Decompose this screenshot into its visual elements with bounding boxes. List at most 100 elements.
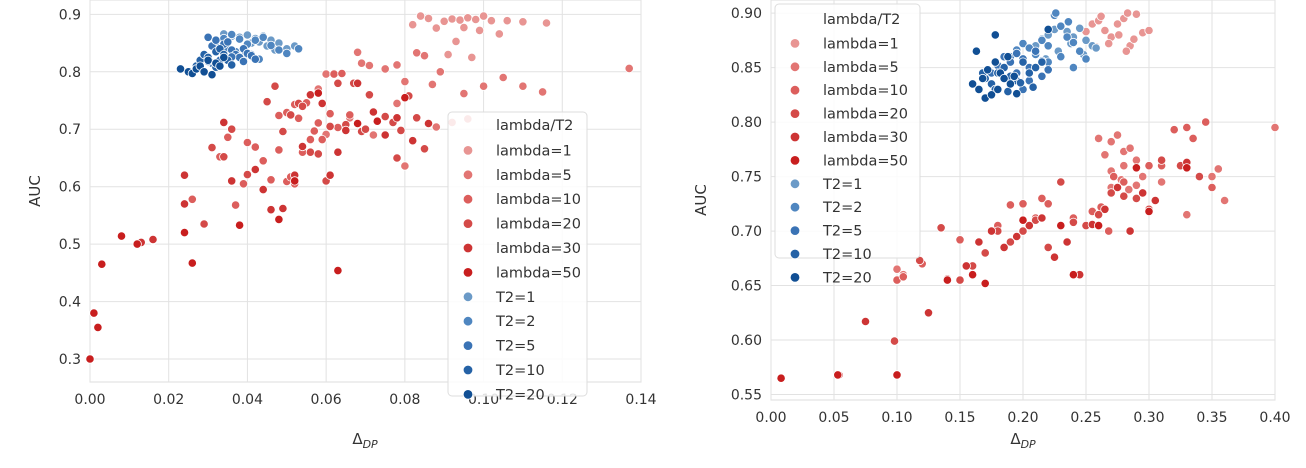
- left-y-tick-label: 0.3: [59, 352, 81, 368]
- left-point-lambda-20: [286, 110, 296, 120]
- right-point-lambda-1: [1114, 30, 1124, 40]
- left-point-lambda-5: [364, 60, 374, 71]
- left-point-t2-5: [238, 56, 249, 67]
- right-point-lambda-5: [1094, 133, 1104, 143]
- left-point-lambda-50: [333, 265, 343, 276]
- left-point-lambda-20: [396, 125, 406, 135]
- left-point-lambda-10: [238, 179, 249, 189]
- right-point-lambda-20: [1094, 210, 1104, 220]
- right-point-t2-20: [986, 90, 997, 100]
- right-legend-marker: [789, 201, 801, 213]
- right-x-tick-label: 0.25: [1070, 410, 1101, 426]
- right-point-lambda-5: [892, 264, 902, 274]
- left-point-lambda-30: [325, 170, 335, 180]
- left-point-lambda-20: [242, 170, 252, 180]
- right-point-lambda-5: [1270, 122, 1280, 133]
- right-legend-marker: [789, 38, 801, 49]
- right-point-lambda-1: [1131, 9, 1142, 19]
- left-y-tick-label: 0.9: [59, 7, 81, 23]
- left-point-lambda-30: [266, 205, 276, 215]
- left-point-lambda-5: [392, 98, 402, 109]
- right-point-t2-2: [1068, 37, 1079, 48]
- right-point-lambda-20: [980, 248, 990, 258]
- left-y-axis-label: AUC: [26, 175, 44, 207]
- right-point-lambda-10: [1043, 199, 1053, 209]
- right-point-lambda-5: [1119, 161, 1129, 171]
- right-point-t2-10: [1037, 57, 1047, 67]
- left-point-lambda-30: [148, 234, 158, 245]
- right-point-lambda-10: [1144, 161, 1154, 171]
- left-point-t2-20: [203, 55, 213, 65]
- left-point-lambda-50: [187, 258, 197, 268]
- right-point-t2-1: [1075, 23, 1085, 33]
- right-point-lambda-50: [980, 278, 990, 288]
- left-point-lambda-1: [471, 14, 481, 25]
- left-legend-marker: [462, 316, 474, 327]
- right-point-lambda-5: [1182, 210, 1192, 220]
- left-legend-label: T2=5: [495, 339, 535, 355]
- right-point-t2-2: [1063, 17, 1074, 27]
- right-point-t2-20: [971, 46, 982, 56]
- left-point-lambda-30: [258, 185, 268, 195]
- left-x-tick-label: 0.04: [232, 392, 263, 408]
- left-point-lambda-1: [423, 13, 434, 23]
- left-point-t2-20: [199, 67, 209, 77]
- left-point-lambda-20: [412, 113, 422, 123]
- left-point-lambda-1: [467, 52, 477, 63]
- left-point-lambda-10: [329, 69, 339, 79]
- right-x-tick-label: 0.10: [881, 410, 912, 426]
- left-point-lambda-10: [333, 122, 343, 133]
- left-x-tick-label: 0.06: [311, 392, 342, 408]
- right-legend-marker: [789, 272, 801, 283]
- right-point-lambda-30: [999, 242, 1009, 252]
- right-point-t2-10: [1024, 68, 1034, 78]
- right-point-lambda-50: [1018, 215, 1028, 225]
- left-legend-marker: [462, 389, 474, 400]
- left-legend-marker: [462, 145, 474, 156]
- left-x-axis-label: ΔDP: [352, 430, 378, 451]
- right-point-lambda-5: [1112, 130, 1123, 140]
- left-point-lambda-30: [341, 125, 351, 135]
- left-point-lambda-1: [459, 23, 469, 33]
- left-point-lambda-50: [93, 322, 103, 332]
- left-legend-label: lambda=30: [496, 241, 581, 257]
- left-legend-marker: [462, 193, 474, 205]
- left-point-lambda-5: [518, 81, 528, 91]
- right-point-lambda-5: [1138, 172, 1148, 182]
- left-point-lambda-1: [502, 16, 512, 26]
- left-point-lambda-1: [447, 14, 457, 24]
- right-point-lambda-10: [1119, 177, 1129, 187]
- left-point-lambda-50: [97, 259, 107, 269]
- left-point-t2-5: [250, 54, 260, 64]
- left-point-lambda-5: [624, 63, 634, 74]
- left-point-lambda-5: [412, 48, 422, 58]
- right-point-lambda-5: [1106, 137, 1116, 147]
- left-point-lambda-20: [227, 124, 237, 134]
- left-y-tick-label: 0.7: [59, 122, 81, 138]
- left-point-lambda-50: [290, 176, 300, 186]
- left-point-lambda-1: [494, 29, 504, 39]
- left-legend-label: lambda=10: [496, 192, 581, 208]
- left-point-lambda-5: [435, 67, 445, 77]
- left-point-lambda-1: [455, 15, 465, 25]
- right-legend-marker: [789, 248, 801, 260]
- left-point-t2-2: [293, 44, 304, 54]
- left-point-lambda-30: [408, 136, 418, 146]
- right-legend-box: [774, 3, 921, 259]
- right-y-axis-label: AUC: [692, 184, 710, 216]
- left-legend-marker: [462, 242, 474, 254]
- left-point-lambda-50: [132, 239, 142, 249]
- right-legend-title: lambda/T2: [823, 12, 900, 28]
- left-point-lambda-5: [459, 89, 469, 99]
- right-point-t2-20: [983, 65, 993, 75]
- left-point-t2-20: [175, 64, 186, 74]
- left-point-lambda-5: [368, 130, 378, 140]
- right-point-lambda-50: [892, 370, 902, 380]
- right-point-lambda-5: [1220, 195, 1230, 206]
- left-point-t2-5: [223, 37, 233, 47]
- right-point-lambda-5: [1125, 143, 1135, 153]
- right-point-lambda-1: [1104, 38, 1114, 49]
- right-y-tick-label: 0.80: [731, 115, 762, 131]
- left-point-lambda-5: [352, 47, 363, 57]
- left-point-lambda-5: [537, 87, 548, 97]
